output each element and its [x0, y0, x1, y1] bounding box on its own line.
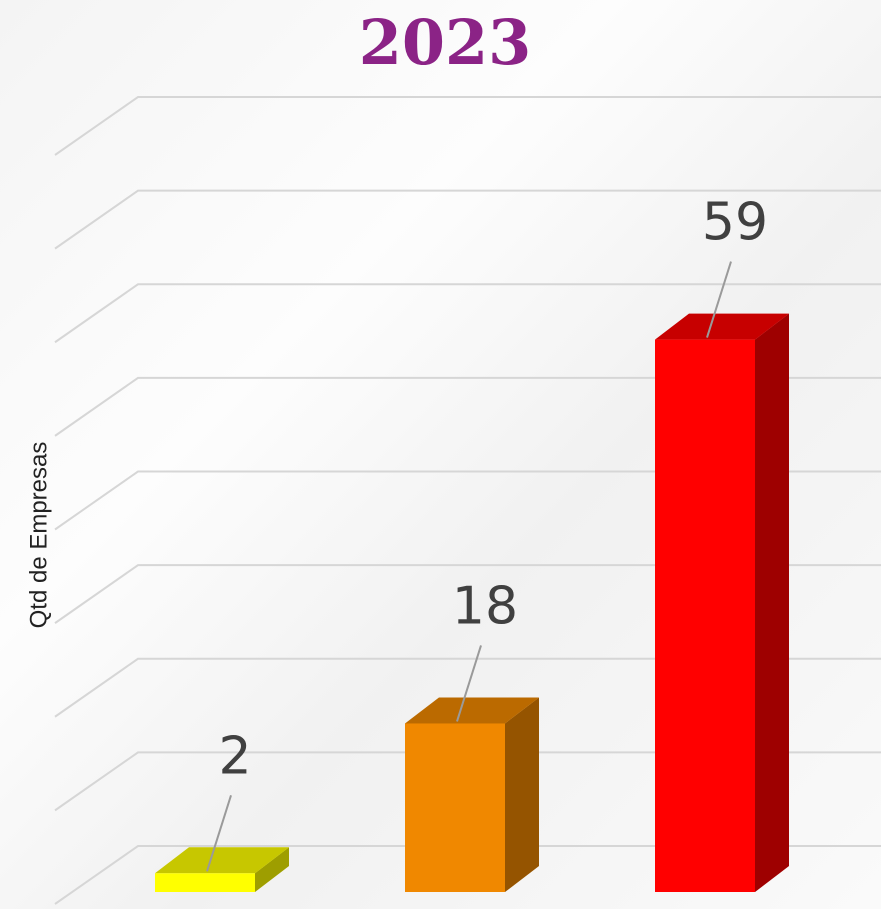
bar [405, 723, 505, 892]
grid-line [54, 564, 881, 624]
grid-line [54, 470, 881, 531]
bar-side [505, 697, 539, 892]
grid-line [54, 189, 881, 250]
bar-side-shade [755, 313, 789, 892]
bar-top [155, 847, 289, 874]
leader-line [706, 261, 732, 338]
bar-top-shade [655, 313, 789, 340]
grid-line [54, 845, 881, 905]
bar-side-shade [505, 697, 539, 892]
grid-line [54, 96, 881, 156]
bar-side [255, 847, 289, 892]
bar [155, 873, 255, 892]
value-label: 2 [218, 726, 251, 786]
bar-top-shade [155, 847, 289, 874]
value-label: 59 [702, 193, 768, 253]
leader-line [206, 794, 232, 872]
bar [655, 339, 755, 892]
grid-line [54, 283, 881, 344]
bar-side [755, 313, 789, 892]
bar-top [405, 697, 539, 724]
leader-line [456, 645, 482, 722]
grid-line [54, 376, 881, 437]
bar-side-shade [255, 847, 289, 892]
grid-line [54, 657, 881, 718]
grid-line [54, 751, 881, 812]
bar-top-shade [405, 697, 539, 724]
chart-title: 2023 [359, 6, 532, 79]
value-label: 18 [452, 576, 518, 636]
bar-top [655, 313, 789, 340]
y-axis-label: Qtd de Empresas [25, 442, 52, 629]
